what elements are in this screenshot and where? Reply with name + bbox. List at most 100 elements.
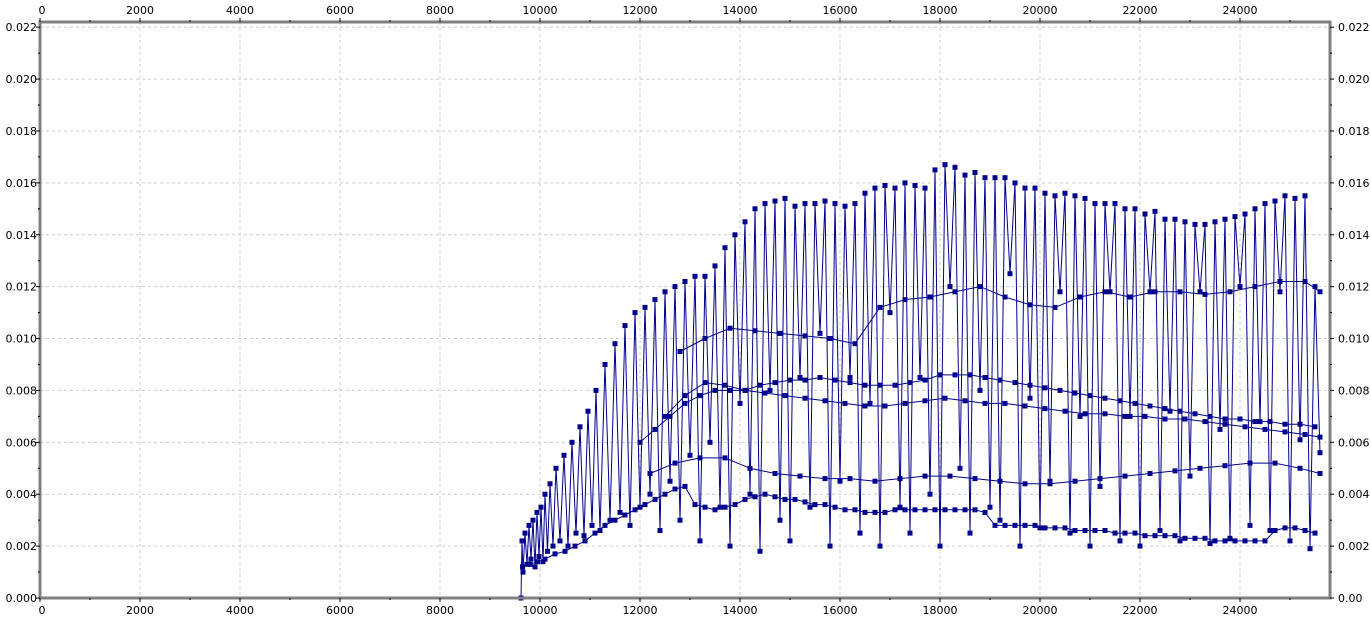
data-point [542, 556, 548, 562]
data-point [692, 273, 698, 279]
data-point [1172, 216, 1178, 222]
data-point [1122, 206, 1128, 212]
data-point [1167, 408, 1173, 414]
data-point [647, 491, 653, 497]
data-point [1317, 471, 1323, 476]
data-point [1072, 193, 1078, 199]
data-point [662, 491, 668, 497]
data-point [1242, 424, 1248, 430]
data-point [1177, 289, 1183, 295]
y-tick-label-right: 0.008 [1338, 384, 1370, 397]
data-point [702, 504, 708, 510]
data-point [797, 375, 803, 380]
data-point [1032, 185, 1038, 191]
data-point [732, 232, 738, 238]
data-point [1177, 538, 1183, 544]
data-point [877, 382, 883, 388]
plot-frame [38, 20, 1332, 600]
data-point [757, 382, 763, 388]
data-point [922, 473, 928, 479]
data-point [545, 548, 550, 554]
data-point [817, 330, 823, 336]
data-point [1317, 450, 1323, 456]
data-point [553, 465, 559, 471]
data-point [1022, 403, 1028, 409]
data-point [1002, 400, 1008, 406]
x-tick-label-bottom: 0 [39, 604, 46, 617]
data-point [540, 559, 546, 565]
data-point [702, 380, 708, 386]
data-point [727, 543, 733, 549]
data-point [1142, 211, 1148, 217]
data-point [585, 408, 591, 414]
data-point [962, 507, 968, 513]
data-point [982, 400, 988, 406]
data-point [1122, 530, 1128, 536]
data-point [1277, 279, 1283, 284]
data-point [972, 170, 978, 175]
data-point [1042, 190, 1048, 196]
x-tick-label-top: 14000 [723, 4, 758, 17]
data-point [747, 465, 753, 471]
data-point [1262, 538, 1268, 544]
data-point [1067, 530, 1073, 536]
data-point [702, 336, 708, 341]
data-point [1102, 528, 1108, 533]
data-point [922, 507, 928, 513]
data-point [520, 564, 525, 570]
x-tick-label-top: 6000 [326, 4, 354, 17]
data-point [787, 377, 793, 383]
data-point [747, 491, 753, 497]
data-point [1172, 533, 1178, 539]
data-point [1112, 530, 1118, 536]
data-point [967, 530, 973, 536]
data-point [982, 509, 988, 515]
data-point [777, 330, 783, 336]
data-point [872, 478, 878, 484]
data-point [972, 507, 978, 513]
data-point [682, 400, 688, 406]
data-point [527, 561, 533, 567]
data-point [1102, 289, 1108, 295]
data-point [822, 502, 828, 508]
data-point [1072, 478, 1078, 484]
data-point [1022, 481, 1028, 487]
data-point [1162, 406, 1168, 412]
data-point [762, 491, 768, 497]
data-point [597, 528, 603, 533]
data-point [982, 375, 988, 380]
data-point [1217, 426, 1223, 432]
data-point [777, 517, 783, 523]
data-point [1302, 193, 1308, 199]
data-point [1202, 419, 1208, 425]
data-point [1052, 525, 1058, 531]
x-tick-label-bottom: 4000 [226, 604, 254, 617]
x-tick-label-bottom: 20000 [1023, 604, 1058, 617]
y-tick-label-left: 0.008 [6, 384, 38, 397]
data-point [797, 473, 803, 479]
data-point [565, 543, 571, 549]
data-point [1252, 206, 1258, 212]
data-point [1292, 195, 1298, 201]
data-point [1062, 525, 1068, 531]
data-point [526, 522, 532, 528]
data-point [722, 504, 728, 510]
x-tick-label-bottom: 12000 [623, 604, 658, 617]
data-point [1267, 528, 1273, 533]
data-point [1002, 522, 1008, 528]
data-point [1122, 473, 1128, 479]
data-point [767, 387, 773, 393]
data-point [1057, 289, 1063, 295]
data-point [707, 439, 713, 445]
data-point [1272, 198, 1278, 204]
data-point [802, 201, 808, 207]
data-point [897, 476, 903, 482]
data-point [822, 198, 828, 204]
data-point [1102, 411, 1108, 417]
data-point [667, 478, 673, 484]
data-point [832, 377, 838, 383]
data-point [932, 507, 938, 513]
data-point [752, 494, 758, 500]
